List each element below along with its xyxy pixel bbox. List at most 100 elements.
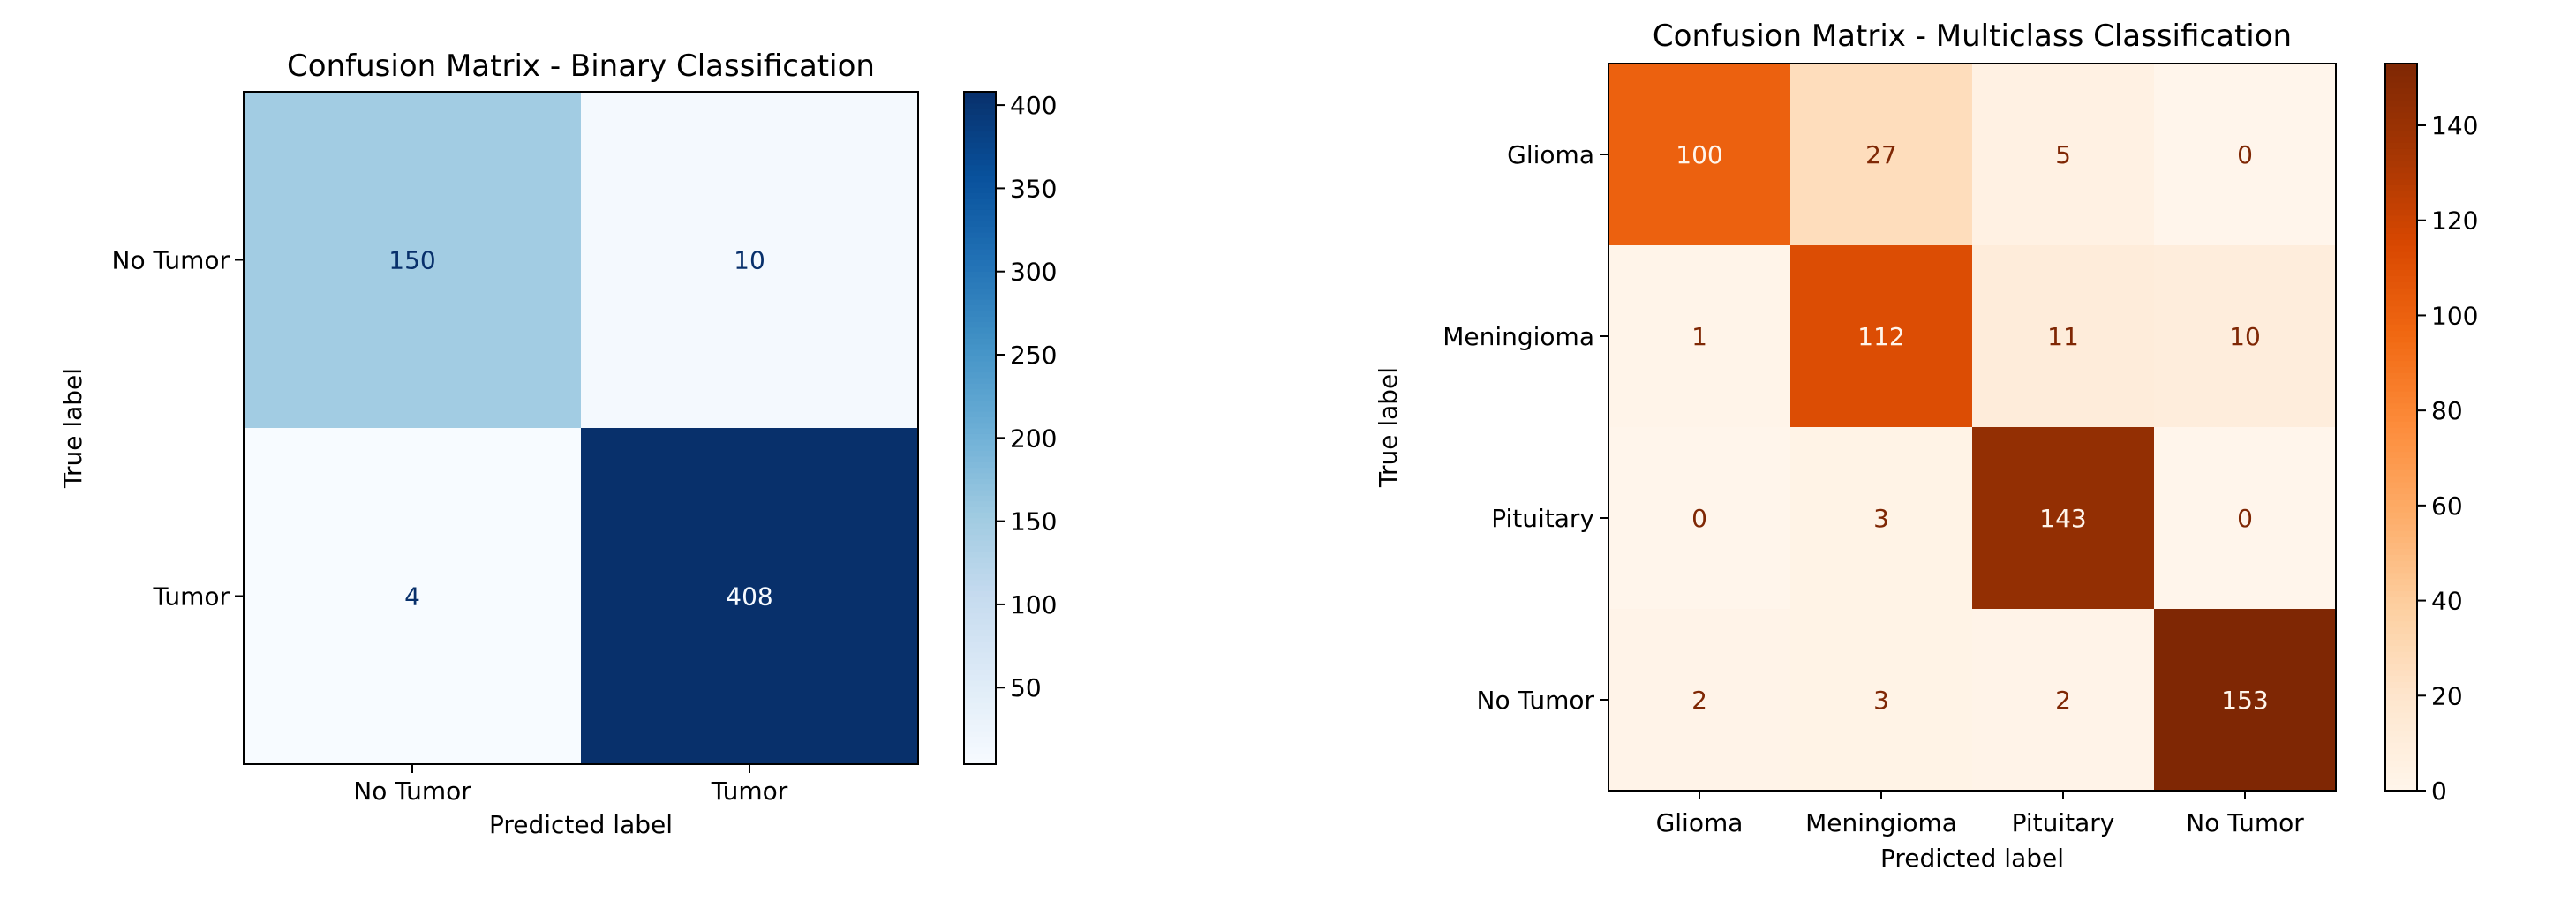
colorbar-segment [964,567,996,574]
colorbar-segment [964,153,996,160]
colorbar-segment [964,181,996,188]
colorbar-tick-label: 50 [1010,673,1042,702]
colorbar-segment [2385,620,2417,628]
colorbar-segment [964,691,996,698]
colorbar-segment [964,641,996,648]
colorbar-segment [2385,681,2417,688]
cell-value-label: 1 [1691,322,1707,351]
colorbar-segment [964,343,996,350]
colorbar-segment [2385,239,2417,246]
colorbar-segment [2385,305,2417,313]
colorbar-segment [964,293,996,300]
colorbar-segment [2385,402,2417,409]
colorbar-segment [964,652,996,658]
colorbar-tick-label: 100 [1010,590,1057,619]
colorbar-segment [964,724,996,732]
colorbar-segment [2385,560,2417,567]
y-tick-label: Meningioma [1442,322,1594,351]
colorbar-segment [964,686,996,693]
x-tick-label: No Tumor [353,777,471,806]
colorbar-segment [964,574,996,581]
colorbar-segment [964,109,996,115]
colorbar-segment [964,596,996,603]
colorbar-segment [964,674,996,681]
colorbar-segment [2385,75,2417,83]
colorbar-segment [964,618,996,625]
matrix-cell [1790,427,1973,610]
colorbar-tick-label: 100 [2431,301,2478,330]
colorbar-segment [2385,784,2417,792]
colorbar-segment [964,388,996,395]
colorbar-segment [2385,311,2417,319]
colorbar-segment [964,696,996,703]
x-axis-label: Predicted label [489,810,673,839]
colorbar-segment [2385,136,2417,143]
colorbar-segment [964,164,996,171]
colorbar-segment [2385,609,2417,616]
colorbar-segment [964,125,996,132]
colorbar-segment [964,646,996,653]
colorbar-segment [2385,288,2417,295]
colorbar-tick-label: 80 [2431,396,2463,425]
colorbar-segment [2385,694,2417,701]
colorbar-segment [964,204,996,210]
colorbar-segment [2385,432,2417,440]
colorbar-segment [2385,487,2417,495]
colorbar-segment [964,198,996,205]
colorbar-segment [2385,675,2417,682]
colorbar-segment [964,669,996,675]
colorbar-segment [2385,354,2417,362]
colorbar-segment [964,298,996,305]
colorbar-segment [964,428,996,434]
colorbar-segment [964,472,996,479]
colorbar-segment [2385,572,2417,580]
colorbar-segment [2385,94,2417,101]
matrix-cell [581,92,919,429]
matrix-cell [1608,64,1791,246]
cell-value-label: 10 [2229,322,2261,351]
y-tick-label: Tumor [152,582,230,612]
colorbar-tick-label: 40 [2431,587,2463,616]
colorbar-segment [964,176,996,183]
colorbar-segment [964,383,996,390]
colorbar-segment [2385,717,2417,725]
colorbar-segment [964,276,996,283]
colorbar-segment [2385,275,2417,282]
colorbar-segment [2385,124,2417,131]
colorbar-segment [2385,427,2417,434]
colorbar-segment [2385,111,2417,119]
colorbar-segment [964,131,996,138]
colorbar-segment [964,545,996,552]
colorbar-segment [964,237,996,244]
colorbar-segment [2385,506,2417,513]
x-tick-label: Meningioma [1805,808,1957,837]
colorbar-segment [2385,554,2417,561]
matrix-cell [1972,609,2155,792]
colorbar-tick-label: 140 [2431,111,2478,140]
colorbar-segment [964,333,996,339]
colorbar-segment [964,534,996,541]
colorbar-segment [964,405,996,412]
cell-value-label: 4 [404,582,420,612]
cell-value-label: 2 [2055,686,2071,715]
matrix-cell [1972,245,2155,428]
colorbar-segment [964,226,996,233]
colorbar-segment [964,736,996,743]
colorbar-segment [2385,191,2417,198]
cell-value-label: 27 [1865,140,1897,169]
colorbar-segment [2385,493,2417,500]
colorbar-segment [2385,184,2417,191]
colorbar-segment [2385,166,2417,174]
colorbar-tick-label: 200 [1010,424,1057,453]
colorbar-segment [2385,463,2417,470]
y-tick-label: No Tumor [1477,686,1595,715]
colorbar-segment [964,186,996,193]
colorbar: 50 100 150 200 250 300 350 400 [963,91,1057,765]
matrix-cell [1790,245,1973,428]
colorbar-segment [2385,669,2417,677]
colorbar-segment [964,265,996,272]
colorbar-segment [2385,590,2417,597]
cell-value-label: 11 [2047,322,2079,351]
colorbar-segment [2385,202,2417,210]
